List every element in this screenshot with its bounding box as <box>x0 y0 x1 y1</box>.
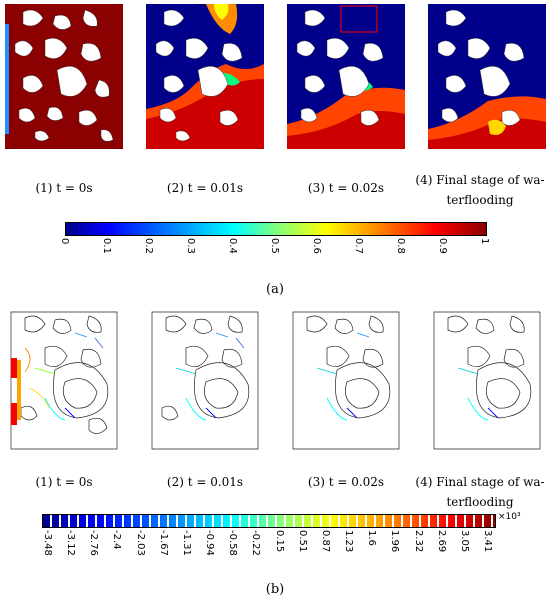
saturation-tick-9: 0.9 <box>437 238 448 254</box>
saturation-snapshot-3 <box>287 4 405 149</box>
panel-b: (1) t = 0s (2) t = 0.01s (3) t = 0.02s (… <box>0 300 550 602</box>
pressure-tick-14: 1.6 <box>366 530 378 546</box>
saturation-snapshot-2 <box>146 4 264 149</box>
pressure-tick-8: -0.58 <box>227 530 239 556</box>
saturation-tick-5: 0.5 <box>269 238 280 254</box>
caption-b3: (3) t = 0.02s <box>307 475 385 489</box>
pressure-tick-11: 0.51 <box>296 530 308 553</box>
pressure-tick-0: -3.48 <box>42 530 53 556</box>
caption-a4-line1: (4) Final stage of wa- <box>415 173 545 187</box>
pressure-tick-4: -2.03 <box>134 530 146 556</box>
saturation-tick-0: 0 <box>59 238 70 245</box>
caption-a1: (1) t = 0s <box>35 181 93 195</box>
panel-a-label: (a) <box>266 282 284 297</box>
pressure-scale-note: ×10³ <box>498 512 521 522</box>
pressure-tick-3: -2.4 <box>111 530 123 550</box>
saturation-snapshot-1 <box>5 4 123 149</box>
saturation-snapshot-4 <box>428 4 546 149</box>
pressure-tick-9: -0.22 <box>250 530 262 556</box>
pressure-tick-5: -1.67 <box>157 530 169 556</box>
pressure-tick-1: -3.12 <box>65 530 77 556</box>
pressure-tick-19: 3.41 <box>482 530 493 553</box>
pressure-tick-15: 1.96 <box>389 530 401 553</box>
panel-b-label: (b) <box>265 582 285 597</box>
saturation-tick-3: 0.3 <box>185 238 196 254</box>
pressure-tick-16: 2.32 <box>412 530 424 553</box>
pressure-tick-6: -1.31 <box>180 530 192 556</box>
pressure-tick-2: -2.76 <box>88 530 100 556</box>
pressure-tick-10: 0.15 <box>273 530 285 553</box>
caption-a3: (3) t = 0.02s <box>307 181 385 195</box>
saturation-tick-8: 0.8 <box>395 238 406 254</box>
pressure-tick-18: 3.05 <box>458 530 470 553</box>
caption-b4-line2: terflooding <box>446 495 514 509</box>
pressure-snapshot-4 <box>428 308 546 453</box>
pressure-snapshot-1 <box>5 308 123 453</box>
saturation-colorbar <box>65 222 487 236</box>
panel-a: (1) t = 0s (2) t = 0.01s (3) t = 0.02s (… <box>0 0 550 300</box>
caption-b2: (2) t = 0.01s <box>166 475 244 489</box>
pressure-tick-13: 1.23 <box>343 530 355 553</box>
saturation-tick-6: 0.6 <box>311 238 322 254</box>
caption-b1: (1) t = 0s <box>35 475 93 489</box>
pressure-snapshot-3 <box>287 308 405 453</box>
pressure-tick-7: -0.94 <box>204 530 216 556</box>
pressure-snapshot-2 <box>146 308 264 453</box>
pressure-colorbar <box>42 514 496 528</box>
caption-a4-line2: terflooding <box>446 193 514 207</box>
pressure-tick-12: 0.87 <box>319 530 331 553</box>
saturation-tick-1: 0.1 <box>101 238 112 254</box>
caption-b4-line1: (4) Final stage of wa- <box>415 475 545 489</box>
pressure-tick-17: 2.69 <box>435 530 447 553</box>
saturation-tick-7: 0.7 <box>353 238 364 254</box>
saturation-tick-10: 1 <box>479 238 490 245</box>
saturation-tick-2: 0.2 <box>143 238 154 254</box>
saturation-tick-4: 0.4 <box>227 238 238 254</box>
caption-a2: (2) t = 0.01s <box>166 181 244 195</box>
